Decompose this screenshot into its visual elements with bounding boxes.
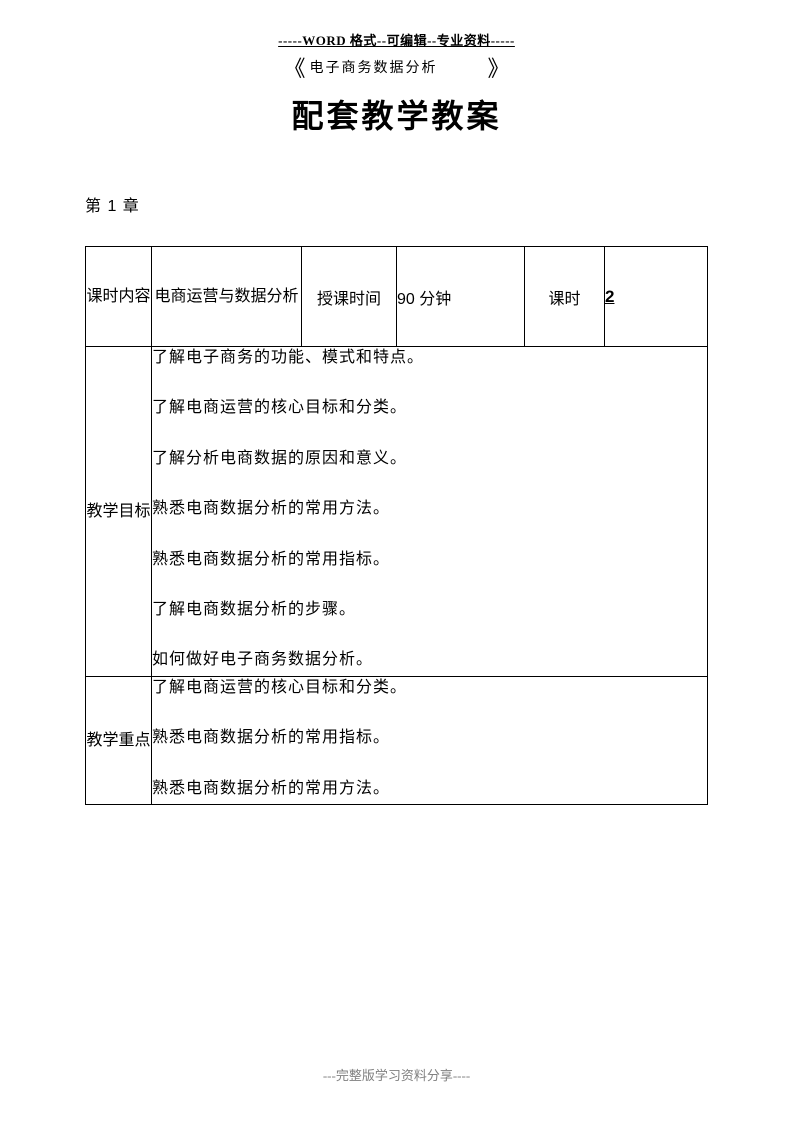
footer-text: ---完整版学习资料分享---- bbox=[0, 1065, 793, 1084]
period-value: 2 bbox=[605, 247, 708, 347]
book-title-row: 《电子商务数据分析 》 bbox=[85, 51, 708, 83]
lesson-topic: 电商运营与数据分析 bbox=[152, 247, 302, 347]
focus-item: 熟悉电商数据分析的常用方法。 bbox=[152, 778, 707, 800]
bracket-right: 》 bbox=[488, 56, 510, 81]
goal-item: 熟悉电商数据分析的常用方法。 bbox=[152, 498, 707, 520]
focus-content: 了解电商运营的核心目标和分类。 熟悉电商数据分析的常用指标。 熟悉电商数据分析的… bbox=[152, 676, 708, 804]
lesson-plan-table: 课时内容 电商运营与数据分析 授课时间 90 分钟 课时 2 教学目标 了解电子… bbox=[85, 246, 708, 805]
table-row-goals: 教学目标 了解电子商务的功能、模式和特点。 了解电商运营的核心目标和分类。 了解… bbox=[86, 347, 708, 677]
focus-item: 了解电商运营的核心目标和分类。 bbox=[152, 677, 707, 699]
period-label: 课时 bbox=[525, 247, 605, 347]
goal-item: 如何做好电子商务数据分析。 bbox=[152, 649, 707, 671]
lesson-content-label: 课时内容 bbox=[86, 247, 152, 347]
focus-item: 熟悉电商数据分析的常用指标。 bbox=[152, 727, 707, 749]
goal-item: 了解电商运营的核心目标和分类。 bbox=[152, 397, 707, 419]
goals-content: 了解电子商务的功能、模式和特点。 了解电商运营的核心目标和分类。 了解分析电商数… bbox=[152, 347, 708, 677]
chapter-label: 第 1 章 bbox=[85, 192, 708, 216]
main-title: 配套教学教案 bbox=[85, 91, 708, 137]
document-page: -----WORD 格式--可编辑--专业资料----- 《电子商务数据分析》 … bbox=[0, 0, 793, 845]
goal-item: 了解分析电商数据的原因和意义。 bbox=[152, 448, 707, 470]
focus-label: 教学重点 bbox=[86, 676, 152, 804]
goal-item: 了解电商数据分析的步骤。 bbox=[152, 599, 707, 621]
bracket-left: 《 bbox=[283, 56, 305, 81]
book-name: 电子商务数据分析 bbox=[310, 61, 438, 76]
goals-label: 教学目标 bbox=[86, 347, 152, 677]
time-label: 授课时间 bbox=[302, 247, 397, 347]
time-value: 90 分钟 bbox=[397, 247, 525, 347]
table-row-header: 课时内容 电商运营与数据分析 授课时间 90 分钟 课时 2 bbox=[86, 247, 708, 347]
goal-item: 熟悉电商数据分析的常用指标。 bbox=[152, 549, 707, 571]
table-row-focus: 教学重点 了解电商运营的核心目标和分类。 熟悉电商数据分析的常用指标。 熟悉电商… bbox=[86, 676, 708, 804]
goal-item: 了解电子商务的功能、模式和特点。 bbox=[152, 347, 707, 369]
header-watermark: -----WORD 格式--可编辑--专业资料----- bbox=[85, 30, 708, 49]
